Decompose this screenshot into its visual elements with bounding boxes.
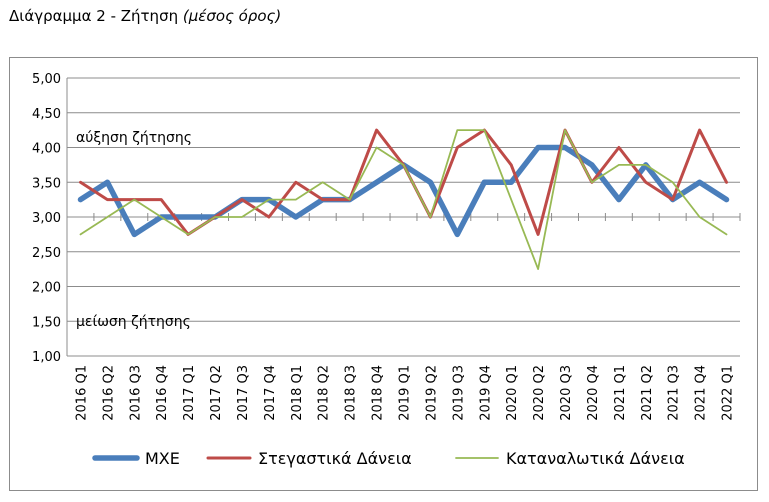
x-tick-labels: 2016 Q1 2016 Q2 2016 Q3 2016 Q4 2017 Q1 2017 … (74, 365, 735, 421)
x-tick-label: 2016 Q3 (128, 365, 143, 421)
y-tick-label: 2,00 (32, 281, 61, 296)
legend-label-1: ΜΧΕ (145, 449, 180, 468)
y-tick-label: 1,00 (32, 350, 61, 365)
x-tick-label: 2019 Q4 (478, 365, 493, 421)
x-tick-label: 2016 Q1 (74, 365, 89, 421)
x-tick-label: 2020 Q3 (559, 365, 574, 421)
x-tick-label: 2020 Q1 (505, 365, 520, 421)
legend: ΜΧΕ Στεγαστικά Δάνεια Καταναλωτικά Δάνεια (92, 449, 685, 468)
y-tick-label: 1,50 (32, 315, 61, 330)
x-tick-label: 2021 Q1 (613, 365, 628, 421)
annotation-increase: αύξηση ζήτησης (76, 130, 192, 146)
chart-frame: 1,00 1,50 2,00 2,50 3,00 3,50 4,00 4,50 5,00 201… (9, 57, 758, 491)
x-tick-label: 2021 Q4 (694, 365, 709, 421)
gridlines (66, 77, 741, 357)
chart-title-main: Διάγραμμα 2 - Ζήτηση (9, 7, 179, 25)
legend-label-2: Στεγαστικά Δάνεια (258, 449, 412, 468)
x-tick-label: 2017 Q2 (209, 365, 224, 421)
y-tick-label: 2,50 (32, 246, 61, 261)
line-chart: 1,00 1,50 2,00 2,50 3,00 3,50 4,00 4,50 5,00 201… (32, 72, 741, 468)
x-tick-label: 2016 Q2 (101, 365, 116, 421)
y-tick-label: 3,00 (32, 211, 61, 226)
x-tick-label: 2019 Q1 (398, 365, 413, 421)
annotations: αύξηση ζήτησης μείωση ζήτησης (76, 130, 192, 330)
x-tick-label: 2022 Q1 (721, 365, 736, 421)
series-lines (77, 128, 730, 271)
x-tick-label: 2018 Q4 (371, 365, 386, 421)
x-tick-label: 2019 Q2 (424, 365, 439, 421)
x-tick-label: 2020 Q2 (532, 365, 547, 421)
x-tick-label: 2021 Q2 (640, 365, 655, 421)
y-tick-labels: 1,00 1,50 2,00 2,50 3,00 3,50 4,00 4,50 5,00 (32, 72, 61, 365)
series-line-3 (79, 129, 728, 271)
y-tick-label: 3,50 (32, 176, 61, 191)
x-tick-label: 2017 Q1 (182, 365, 197, 421)
x-tick-label: 2018 Q3 (344, 365, 359, 421)
x-tick-label: 2021 Q3 (667, 365, 682, 421)
y-tick-label: 4,00 (32, 142, 61, 157)
x-tick-label: 2017 Q3 (236, 365, 251, 421)
x-tick-label: 2019 Q3 (451, 365, 466, 421)
legend-label-3: Καταναλωτικά Δάνεια (506, 449, 685, 468)
chart-title: Διάγραμμα 2 - Ζήτηση (μέσος όρος) (9, 7, 281, 25)
y-tick-label: 5,00 (32, 72, 61, 87)
chart-title-sub: (μέσος όρος) (182, 7, 282, 25)
x-tick-label: 2018 Q2 (317, 365, 332, 421)
x-tick-label: 2018 Q1 (290, 365, 305, 421)
x-tick-label: 2020 Q4 (586, 365, 601, 421)
annotation-decrease: μείωση ζήτησης (76, 314, 191, 330)
x-tick-label: 2016 Q4 (155, 365, 170, 421)
x-tick-label: 2017 Q4 (263, 365, 278, 421)
y-tick-label: 4,50 (32, 107, 61, 122)
